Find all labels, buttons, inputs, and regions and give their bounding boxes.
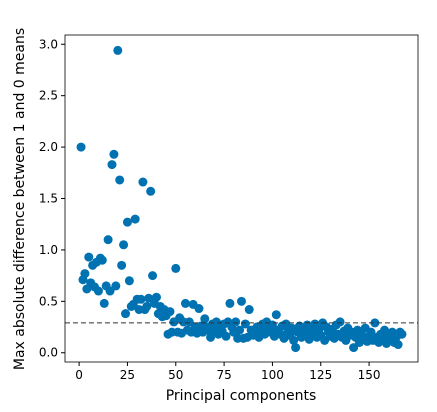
point	[237, 296, 246, 306]
x-tick-label: 75	[216, 368, 231, 382]
point	[99, 298, 109, 308]
point	[180, 298, 190, 308]
point	[206, 332, 216, 342]
point	[111, 281, 121, 291]
y-axis-label: Max absolute difference between 1 and 0 …	[12, 28, 28, 370]
point	[136, 294, 146, 304]
point	[105, 286, 115, 296]
point	[117, 260, 127, 270]
point	[76, 142, 86, 152]
x-tick-label: 50	[168, 368, 183, 382]
point	[165, 307, 175, 317]
point	[144, 293, 154, 303]
point	[109, 149, 119, 159]
point	[84, 252, 94, 262]
y-tick-label: 0.0	[39, 346, 58, 360]
point	[80, 269, 90, 279]
y-tick-label: 1.5	[39, 192, 58, 206]
point	[121, 309, 131, 319]
point	[142, 301, 152, 311]
point	[151, 292, 161, 302]
point	[244, 305, 254, 315]
point	[393, 340, 403, 350]
y-tick-label: 3.0	[39, 37, 58, 51]
x-tick-label: 0	[75, 368, 83, 382]
point	[366, 327, 376, 337]
point	[171, 263, 181, 273]
point	[148, 271, 158, 281]
point	[122, 217, 132, 227]
point	[97, 255, 107, 265]
point	[349, 343, 359, 353]
x-axis-label: Principal components	[166, 388, 317, 404]
x-tick-label: 25	[120, 368, 135, 382]
point	[138, 177, 148, 187]
point	[124, 276, 134, 286]
point	[289, 335, 299, 345]
point	[93, 286, 103, 296]
x-tick-label: 125	[309, 368, 332, 382]
plot-frame	[64, 34, 419, 363]
point	[221, 331, 231, 341]
point	[184, 317, 194, 327]
y-tick-label: 0.5	[39, 294, 58, 308]
point	[119, 240, 129, 250]
point	[130, 214, 140, 224]
y-tick-label: 1.0	[39, 243, 58, 257]
point	[291, 343, 301, 353]
point	[103, 235, 113, 245]
point	[194, 304, 204, 314]
point	[115, 175, 125, 185]
point	[240, 319, 250, 329]
point	[271, 310, 281, 320]
point	[146, 186, 156, 196]
point	[231, 317, 241, 327]
y-tick-label: 2.0	[39, 140, 58, 154]
y-tick-label: 2.5	[39, 89, 58, 103]
point	[370, 318, 380, 328]
point	[235, 325, 245, 335]
point	[397, 329, 407, 339]
point	[335, 317, 345, 327]
x-tick-label: 150	[358, 368, 381, 382]
point	[200, 314, 210, 324]
x-tick-label: 100	[261, 368, 284, 382]
point	[113, 45, 123, 55]
point	[225, 298, 235, 308]
point	[107, 160, 117, 170]
